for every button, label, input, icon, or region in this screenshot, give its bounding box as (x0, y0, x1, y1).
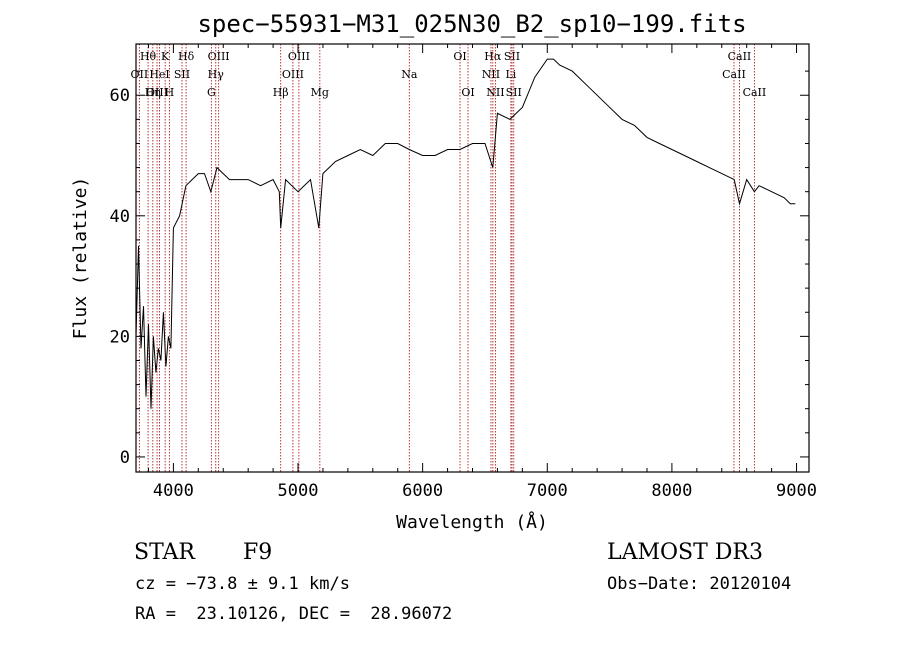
line-label-5: K (161, 50, 170, 63)
x-tick-label-0: 4000 (153, 481, 194, 501)
line-label-12: Hβ (273, 86, 289, 99)
x-tick-label-5: 9000 (776, 481, 817, 501)
y-tick-label-1: 20 (110, 327, 130, 347)
line-label-11: G (207, 86, 216, 99)
line-label-6: SII (174, 68, 190, 81)
line-markers: Hθ OII OIII HeI Hη K SII H Hδ OIII Hγ G Hβ OIII OIII Mg… (131, 44, 767, 472)
spectrum-line (135, 58, 796, 409)
line-label-23: Li (505, 68, 516, 81)
x-axis-label: Wavelength (Å) (396, 511, 548, 533)
line-label-19: Hα (484, 50, 502, 63)
line-label-15: Mg (311, 86, 329, 99)
observation-date: Obs−Date: 20120104 (607, 574, 792, 594)
chart-title: spec−55931−M31_025N30_B2_sp10−199.fits (197, 10, 746, 38)
line-label-4: Hη (145, 86, 161, 99)
line-label-20: NII (482, 68, 500, 81)
redshift-text: cz = −73.8 ± 9.1 km/s (135, 574, 350, 594)
x-tick-label-3: 7000 (527, 481, 568, 501)
line-label-0: Hθ (140, 50, 157, 63)
x-tick-label-2: 6000 (402, 481, 443, 501)
axis-ticks: 4000 5000 6000 7000 8000 9000 0 20 40 60 (110, 44, 817, 501)
y-axis-label: Flux (relative) (70, 177, 91, 340)
line-label-3: HeI (149, 68, 169, 81)
plot-frame (135, 43, 810, 473)
line-label-14: OIII (282, 68, 304, 81)
line-label-8: Hδ (178, 50, 195, 63)
line-label-25: CaII (728, 50, 752, 63)
line-label-21: NII (486, 86, 504, 99)
y-tick-label-2: 40 (110, 207, 130, 227)
y-tick-label-3: 60 (110, 86, 130, 106)
spectrum-series (135, 58, 796, 409)
line-label-22: SII (504, 50, 520, 63)
line-label-13: OIII (288, 50, 310, 63)
line-label-9: OIII (208, 50, 230, 63)
line-label-16: Na (401, 68, 418, 81)
line-label-26: CaII (722, 68, 746, 81)
x-tick-label-4: 8000 (651, 481, 692, 501)
line-label-18: OI (461, 86, 474, 99)
line-label-2: OIII (146, 86, 168, 99)
object-class: STAR (134, 540, 195, 565)
line-label-7: H (165, 86, 175, 99)
object-subclass: F9 (243, 540, 273, 565)
line-label-24: SII (506, 86, 522, 99)
line-label-27: CaII (743, 86, 767, 99)
y-tick-label-0: 0 (120, 448, 130, 468)
spectrum-chart: spec−55931−M31_025N30_B2_sp10−199.fits H… (70, 10, 817, 533)
line-label-10: Hγ (208, 68, 225, 81)
survey-name: LAMOST DR3 (607, 540, 763, 565)
coordinates-text: RA = 23.10126, DEC = 28.96072 (135, 604, 453, 624)
line-label-17: OI (453, 50, 466, 63)
x-tick-label-1: 5000 (278, 481, 319, 501)
line-label-1: OII (131, 68, 149, 81)
